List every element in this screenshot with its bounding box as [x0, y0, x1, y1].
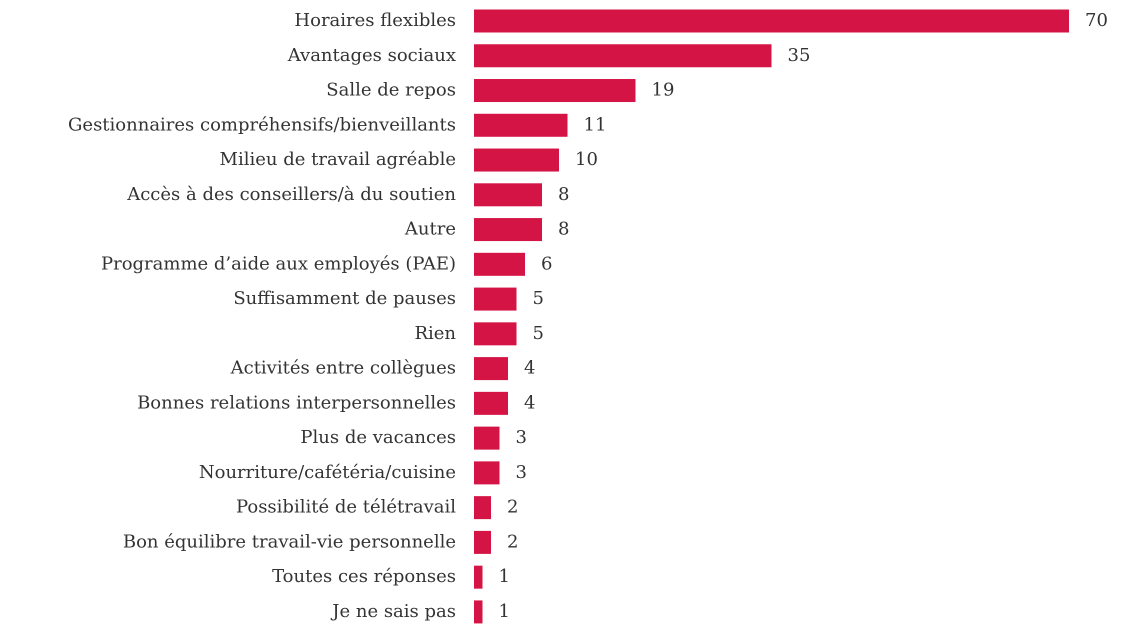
bar: [474, 79, 636, 103]
value-label: 6: [541, 253, 552, 274]
category-label: Activités entre collègues: [230, 358, 456, 379]
bar: [474, 252, 525, 276]
value-label: 10: [575, 149, 598, 170]
category-label: Horaires flexibles: [294, 10, 456, 31]
category-label: Bon équilibre travail-vie personnelle: [123, 531, 456, 552]
bar: [474, 218, 542, 242]
bar: [474, 530, 491, 554]
category-label: Je ne sais pas: [330, 601, 456, 622]
category-label: Programme d’aide aux employés (PAE): [101, 253, 456, 274]
value-label: 3: [516, 427, 527, 448]
bar: [474, 426, 500, 450]
value-label: 3: [516, 462, 527, 483]
value-label: 8: [558, 219, 569, 240]
value-label: 35: [788, 45, 811, 66]
value-label: 11: [584, 114, 607, 135]
value-label: 19: [652, 80, 675, 101]
bar: [474, 183, 542, 207]
bar: [474, 357, 508, 381]
value-label: 5: [533, 323, 544, 344]
value-label: 1: [499, 566, 510, 587]
category-label: Plus de vacances: [300, 427, 456, 448]
category-label: Autre: [404, 219, 456, 240]
value-label: 1: [499, 601, 510, 622]
category-label: Possibilité de télétravail: [236, 497, 456, 518]
value-label: 4: [524, 358, 535, 379]
category-label: Toutes ces réponses: [272, 566, 456, 587]
bar: [474, 461, 500, 485]
bar: [474, 148, 559, 172]
bar: [474, 600, 483, 624]
category-label: Rien: [414, 323, 456, 344]
category-label: Gestionnaires compréhensifs/bienveillant…: [68, 114, 456, 135]
bar: [474, 322, 517, 346]
category-label: Nourriture/cafétéria/cuisine: [199, 462, 456, 483]
value-label: 8: [558, 184, 569, 205]
category-label: Accès à des conseillers/à du soutien: [126, 184, 456, 205]
bar: [474, 391, 508, 415]
bar: [474, 44, 772, 68]
category-label: Avantages sociaux: [287, 45, 456, 66]
category-label: Bonnes relations interpersonnelles: [137, 392, 456, 413]
bar: [474, 9, 1069, 33]
category-label: Salle de repos: [326, 80, 456, 101]
category-label: Milieu de travail agréable: [220, 149, 456, 170]
value-label: 5: [533, 288, 544, 309]
value-label: 4: [524, 392, 535, 413]
value-label: 70: [1085, 10, 1108, 31]
bar: [474, 113, 568, 137]
value-label: 2: [507, 497, 518, 518]
bar: [474, 496, 491, 520]
bar: [474, 565, 483, 589]
category-label: Suffisamment de pauses: [233, 288, 456, 309]
value-label: 2: [507, 531, 518, 552]
bar: [474, 287, 517, 311]
